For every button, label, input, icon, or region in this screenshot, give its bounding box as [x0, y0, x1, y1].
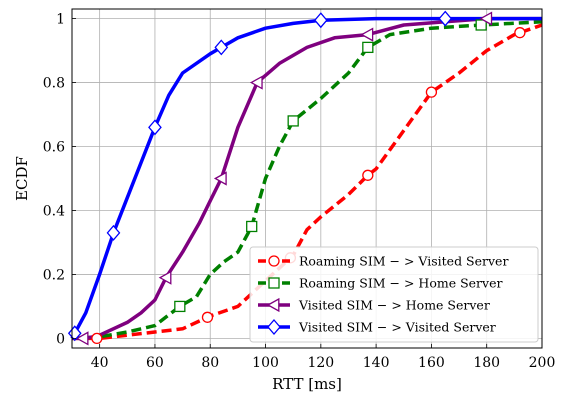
- legend-marker-1: [268, 255, 280, 267]
- x-tick-label: 80: [201, 355, 219, 371]
- x-tick-label: 140: [363, 355, 390, 371]
- x-tick-label: 120: [307, 355, 334, 371]
- y-tick-label: 0: [56, 331, 65, 347]
- x-tick-label: 40: [91, 355, 109, 371]
- series-2-marker: [246, 220, 258, 233]
- series-3-marker: [158, 270, 172, 285]
- series-4-marker: [313, 12, 328, 29]
- legend-box: [249, 246, 539, 343]
- series-1-marker: [91, 332, 103, 345]
- x-tick-label: 160: [418, 355, 445, 371]
- y-tick-label: 1: [56, 12, 65, 28]
- legend-label-4: Visited SIM − > Visited Server: [298, 320, 496, 335]
- y-axis-label: ECDF: [13, 156, 31, 201]
- series-2-marker: [362, 41, 374, 54]
- y-tick-label: 0.6: [43, 140, 65, 156]
- y-tick-label: 0.4: [43, 203, 65, 219]
- series-3-marker: [75, 331, 89, 346]
- series-line-2: [71, 20, 543, 341]
- series-3-marker: [249, 75, 263, 90]
- series-3-marker: [213, 171, 227, 186]
- series-2-marker: [287, 115, 299, 127]
- plot-frame: [71, 8, 543, 349]
- legend-marker-3: [266, 297, 280, 313]
- series-1-marker: [201, 311, 214, 323]
- legend-label-1: Roaming SIM − > Visited Server: [299, 254, 508, 269]
- x-tick-label: 60: [146, 355, 164, 371]
- y-tick-label: 0.8: [43, 76, 65, 92]
- x-tick-labels: 40 60 80 100 120 140 160 180 200: [91, 344, 556, 371]
- series-2-marker: [174, 300, 186, 313]
- series-4-marker: [106, 224, 121, 241]
- series-4-marker: [214, 39, 229, 56]
- series-3-marker: [479, 11, 493, 26]
- y-tick-labels: 0 0.2 0.4 0.6 0.8 1: [43, 12, 76, 347]
- x-tick-label: 100: [252, 355, 279, 371]
- legend-marker-2: [268, 277, 280, 289]
- series-4-marker: [148, 119, 162, 136]
- series-1-marker: [514, 27, 526, 39]
- series-3-marker: [360, 27, 374, 42]
- legend-marker-4: [267, 319, 281, 335]
- x-axis-label: RTT [ms]: [272, 375, 342, 393]
- x-tick-label: 180: [473, 355, 500, 371]
- series-4-marker: [438, 10, 453, 27]
- y-tick-label: 0.2: [43, 267, 65, 283]
- series-2-marker: [475, 19, 487, 31]
- grid-lines: [72, 9, 543, 348]
- series-1-marker: [362, 169, 374, 181]
- series-line-4: [70, 16, 542, 340]
- legend: Roaming SIM − > Visited Server Roaming SI…: [249, 246, 539, 343]
- series-1-marker: [425, 86, 438, 98]
- legend-label-3: Visited SIM − > Home Server: [298, 298, 490, 313]
- x-tick-label: 200: [529, 355, 556, 371]
- legend-label-2: Roaming SIM − > Home Server: [299, 276, 502, 291]
